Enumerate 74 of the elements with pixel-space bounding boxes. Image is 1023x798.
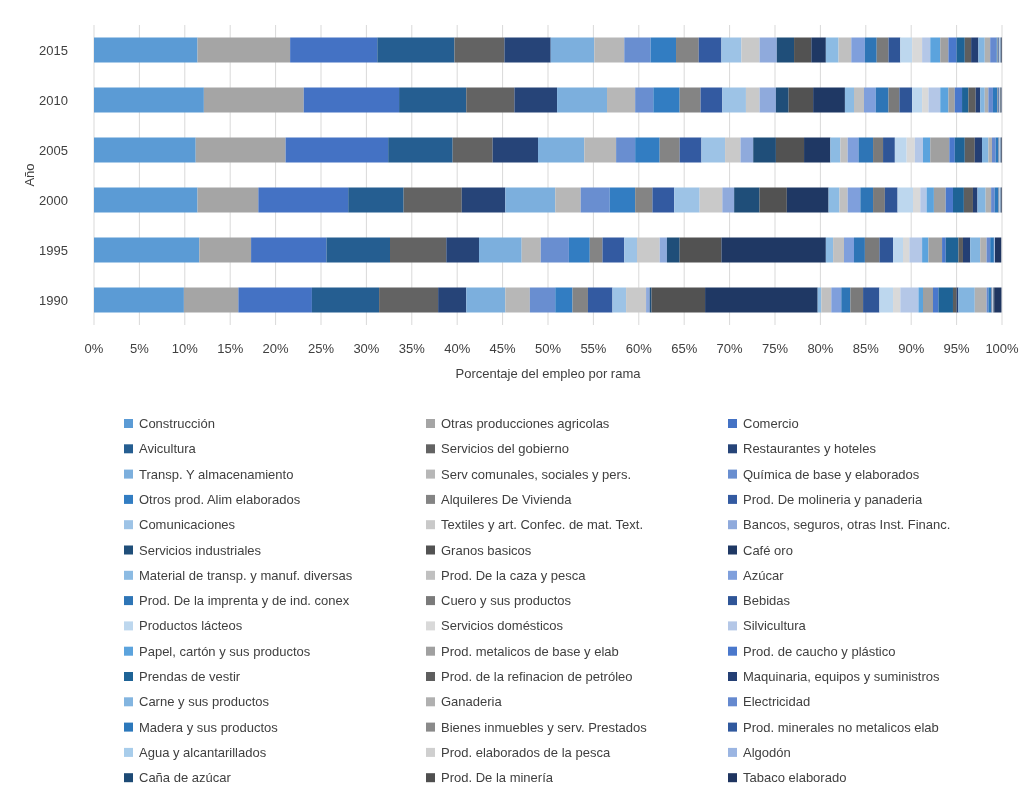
x-tick-label: 100% bbox=[985, 341, 1020, 356]
legend-label: Construcción bbox=[139, 416, 215, 431]
legend-label: Prod. elaborados de la pesca bbox=[441, 744, 611, 760]
x-tick-label: 15% bbox=[217, 341, 244, 356]
legend-label: Alquileres De Vivienda bbox=[441, 491, 573, 507]
x-tick-label: 60% bbox=[625, 341, 653, 356]
x-tick-label: 75% bbox=[761, 341, 789, 356]
legend-label: Ganaderia bbox=[441, 694, 503, 710]
legend-label: Textiles y art. Confec. de mat. Text. bbox=[441, 517, 644, 533]
legend-label: Bancos, seguros, otras Inst. Financ. bbox=[743, 517, 951, 533]
x-tick-label: 40% bbox=[444, 341, 471, 356]
x-tick-label: 25% bbox=[307, 341, 335, 356]
x-tick-label: 0% bbox=[84, 341, 104, 356]
legend-label: Prod. De la caza y pesca bbox=[441, 567, 587, 583]
legend-label: Prod. De la imprenta y de ind. conex bbox=[139, 593, 350, 609]
legend-label: Azúcar bbox=[743, 567, 785, 583]
legend-label: Material de transp. y manuf. diversas bbox=[139, 567, 353, 583]
y-tick-label: 2015 bbox=[39, 43, 68, 58]
legend-label: Serv comunales, sociales y pers. bbox=[441, 466, 632, 482]
legend-label: Otras producciones agricolas bbox=[441, 416, 610, 431]
legend-label: Prod. de la refinacion de petróleo bbox=[441, 669, 633, 684]
x-tick-label: 80% bbox=[807, 341, 834, 356]
x-tick-label: 85% bbox=[852, 341, 880, 356]
x-tick-label: 65% bbox=[671, 341, 698, 356]
legend-label: Café oro bbox=[743, 542, 793, 558]
y-axis-title: Año bbox=[22, 163, 37, 187]
legend-label: Caña de azúcar bbox=[139, 770, 232, 786]
legend-label: Bebidas bbox=[743, 593, 791, 609]
legend-label: Servicios domésticos bbox=[441, 618, 564, 634]
legend-label: Servicios industriales bbox=[139, 542, 262, 558]
legend-label: Bienes inmuebles y serv. Prestados bbox=[441, 719, 648, 735]
legend-label: Electricidad bbox=[743, 694, 811, 710]
x-tick-label: 95% bbox=[943, 341, 971, 356]
x-tick-label: 90% bbox=[898, 341, 925, 356]
x-tick-label: 20% bbox=[262, 341, 290, 356]
legend-label: Transp. Y almacenamiento bbox=[139, 466, 294, 482]
x-tick-label: 10% bbox=[171, 341, 199, 356]
legend-label: Restaurantes y hoteles bbox=[743, 441, 877, 457]
legend-label: Silvicultura bbox=[743, 618, 807, 634]
legend-label: Comercio bbox=[743, 416, 799, 431]
x-tick-label: 30% bbox=[353, 341, 380, 356]
legend-label: Prod. de caucho y plástico bbox=[743, 643, 896, 659]
x-tick-label: 45% bbox=[489, 341, 517, 356]
legend-label: Avicultura bbox=[139, 441, 197, 457]
legend-label: Prod. metalicos de base y elab bbox=[441, 643, 619, 659]
legend-label: Prod. De la minería bbox=[441, 770, 554, 786]
legend-label: Productos lácteos bbox=[139, 618, 243, 634]
legend-label: Carne y sus productos bbox=[139, 694, 270, 710]
legend-label: Química de base y elaborados bbox=[743, 466, 920, 482]
legend-label: Prendas de vestir bbox=[139, 669, 241, 684]
legend-label: Cuero y sus productos bbox=[441, 593, 572, 609]
legend-label: Comunicaciones bbox=[139, 517, 236, 533]
x-tick-label: 5% bbox=[130, 341, 150, 356]
legend-label: Granos basicos bbox=[441, 542, 532, 558]
x-tick-label: 35% bbox=[398, 341, 426, 356]
y-tick-label: 2010 bbox=[39, 93, 68, 108]
legend-label: Servicios del gobierno bbox=[441, 441, 569, 457]
x-axis-title: Porcentaje del empleo por rama bbox=[455, 366, 642, 381]
y-tick-label: 1995 bbox=[39, 243, 68, 258]
legend-label: Tabaco elaborado bbox=[743, 770, 847, 786]
legend-label: Agua y alcantarillados bbox=[139, 744, 267, 760]
x-tick-label: 70% bbox=[716, 341, 744, 356]
y-tick-label: 2000 bbox=[39, 193, 68, 208]
legend-label: Prod. minerales no metalicos elab bbox=[743, 719, 939, 735]
legend-label: Papel, cartón y sus productos bbox=[139, 643, 311, 659]
legend-label: Otros prod. Alim elaborados bbox=[139, 491, 301, 507]
y-tick-label: 2005 bbox=[39, 143, 68, 158]
legend-label: Prod. De molineria y panaderia bbox=[743, 491, 923, 507]
legend-label: Madera y sus productos bbox=[139, 719, 279, 735]
y-tick-label: 1990 bbox=[39, 293, 68, 308]
x-tick-label: 50% bbox=[534, 341, 562, 356]
legend-label: Maquinaria, equipos y suministros bbox=[743, 669, 941, 684]
legend-label: Algodón bbox=[743, 744, 791, 760]
x-tick-label: 55% bbox=[580, 341, 607, 356]
